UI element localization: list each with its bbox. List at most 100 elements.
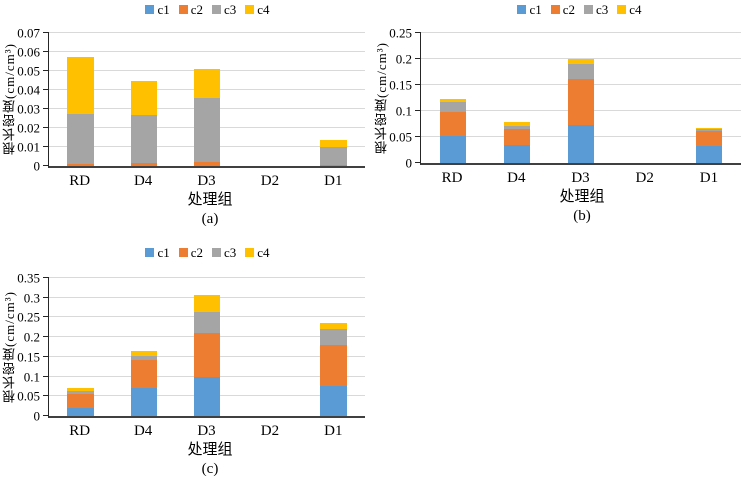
y-tick-label: 0.1: [23, 369, 40, 385]
bar-segment-RD-c2: [67, 393, 94, 409]
x-axis-labels: RD D4 D3 D2 D1: [48, 171, 365, 191]
y-tick-mark: [415, 136, 421, 137]
y-tick-label: 0.25: [17, 309, 40, 325]
x-axis-title: 处理组: [187, 192, 233, 208]
y-tick-mark: [43, 70, 49, 71]
bar-segment-D1-c2: [320, 165, 347, 166]
bar-segment-D4-c3: [130, 355, 158, 361]
legend-swatch-c4: [245, 248, 255, 257]
bar-D3: [175, 33, 238, 166]
legend-swatch-c2: [178, 248, 188, 257]
legend-item-c4: c4: [245, 245, 270, 260]
y-tick-label: 0: [405, 155, 413, 171]
bar-segment-RD-c4: [67, 56, 94, 114]
bars-layer: [421, 33, 741, 163]
y-tick-mark: [43, 296, 49, 298]
legend-item-c1: c1: [145, 245, 170, 260]
legend-swatch-c1: [145, 5, 155, 14]
chart-subtitle: (b): [573, 208, 591, 224]
legend-item-c1: c1: [517, 2, 542, 17]
bar-RD: [421, 33, 485, 163]
y-axis-title: 根长密度(cm/cm³): [2, 43, 17, 156]
y-axis-title: 根长密度(cm/cm³): [374, 42, 389, 154]
y-tick-label: 0.3: [23, 290, 40, 306]
legend: c1 c2 c3 c4: [48, 2, 367, 17]
bar-D1: [677, 33, 741, 163]
legend-label-c1: c1: [157, 245, 170, 260]
chart-c: c1 c2 c3 c4 根长密度(cm/cm³) 0 0.05 0.1 0.15 0.2 0.2…: [0, 243, 372, 486]
bar-segment-D3-c4: [193, 295, 221, 312]
y-tick-mark: [43, 277, 49, 278]
y-tick-mark: [415, 58, 421, 59]
y-tick-mark: [43, 375, 49, 377]
legend-label-c3: c3: [224, 245, 237, 260]
bar-segment-D4-c2: [130, 360, 158, 389]
chart-b: c1 c2 c3 c4 根长密度(cm/cm³) 0 0.05 0.1 0.15 0.2 0.2…: [372, 0, 744, 240]
x-tick-label-D2: D2: [260, 423, 280, 439]
bar-segment-RD-c3: [439, 102, 467, 113]
legend-swatch-c1: [145, 248, 155, 257]
bar-segment-D3-c2: [567, 78, 595, 125]
legend-item-c4: c4: [245, 3, 270, 16]
bar-D3: [549, 33, 613, 163]
bar-segment-D1-c4: [695, 127, 723, 130]
bar-segment-D4-c4: [130, 351, 158, 356]
gridline: [421, 32, 741, 33]
x-tick-label-RD: RD: [69, 423, 91, 439]
x-axis-labels: RD D4 D3 D2 D1: [48, 421, 365, 441]
legend-label-c2: c2: [562, 2, 575, 17]
bar-segment-D3-c2: [193, 162, 221, 166]
y-tick-label: 0.35: [17, 270, 40, 286]
y-tick-mark: [43, 395, 49, 397]
bar-segment-D4-c3: [503, 126, 531, 129]
bar-D1: [302, 33, 365, 166]
bar-segment-RD-c2: [67, 164, 94, 166]
bar-segment-D1-c2: [320, 345, 347, 387]
x-axis-title: 处理组: [187, 442, 233, 458]
y-tick-mark: [43, 108, 49, 109]
y-tick-label: 0: [33, 158, 41, 174]
bars-layer: [49, 278, 365, 416]
legend-label-c2: c2: [190, 2, 203, 17]
legend-label-c4: c4: [257, 245, 270, 260]
legend-swatch-c3: [584, 5, 593, 14]
y-tick-mark: [43, 89, 49, 90]
legend-label-c3: c3: [596, 2, 609, 17]
legend-label-c1: c1: [529, 2, 542, 17]
y-tick-mark: [43, 336, 49, 338]
bar-D1: [302, 278, 365, 416]
legend-item-c2: c2: [178, 246, 203, 259]
bar-segment-D4-c2: [503, 128, 531, 145]
y-tick-label: 0.02: [17, 120, 40, 136]
legend-item-c2: c2: [178, 2, 203, 17]
bar-segment-D3-c4: [193, 69, 221, 98]
bar-segment-D1-c2: [695, 130, 723, 146]
legend-swatch-c2: [178, 5, 188, 14]
y-tick-mark: [43, 146, 49, 147]
x-tick-label-D2: D2: [635, 170, 654, 186]
plot-area-c: 根长密度(cm/cm³) 0 0.05 0.1 0.15 0.2 0.25 0.3 0.35: [2, 272, 365, 423]
x-tick-label-RD: RD: [441, 170, 463, 186]
y-tick-label: 0.01: [17, 139, 40, 155]
gridline: [421, 58, 741, 59]
legend-label-c3: c3: [224, 2, 237, 17]
y-tick-label: 0.2: [395, 51, 412, 67]
legend: c1 c2 c3 c4: [420, 2, 739, 17]
y-tick-label: 0.1: [395, 103, 412, 119]
bars-layer: [49, 33, 365, 166]
bar-segment-RD-c3: [67, 113, 94, 165]
bar-segment-D4-c1: [130, 388, 158, 416]
bar-segment-D4-c2: [130, 163, 158, 166]
legend-item-c3: c3: [212, 246, 236, 259]
y-tick-mark: [43, 127, 49, 128]
x-tick-label-D1: D1: [324, 173, 343, 189]
x-axis-labels: RD D4 D3 D2 D1: [420, 168, 741, 188]
legend-swatch-c3: [212, 248, 221, 257]
bar-segment-RD-c1: [439, 136, 467, 163]
x-tick-label-D3: D3: [571, 170, 590, 186]
gridline: [49, 32, 365, 33]
y-tick-mark: [415, 110, 421, 111]
x-tick-label-D3: D3: [197, 173, 216, 189]
y-tick-label: 0.2: [23, 329, 40, 345]
